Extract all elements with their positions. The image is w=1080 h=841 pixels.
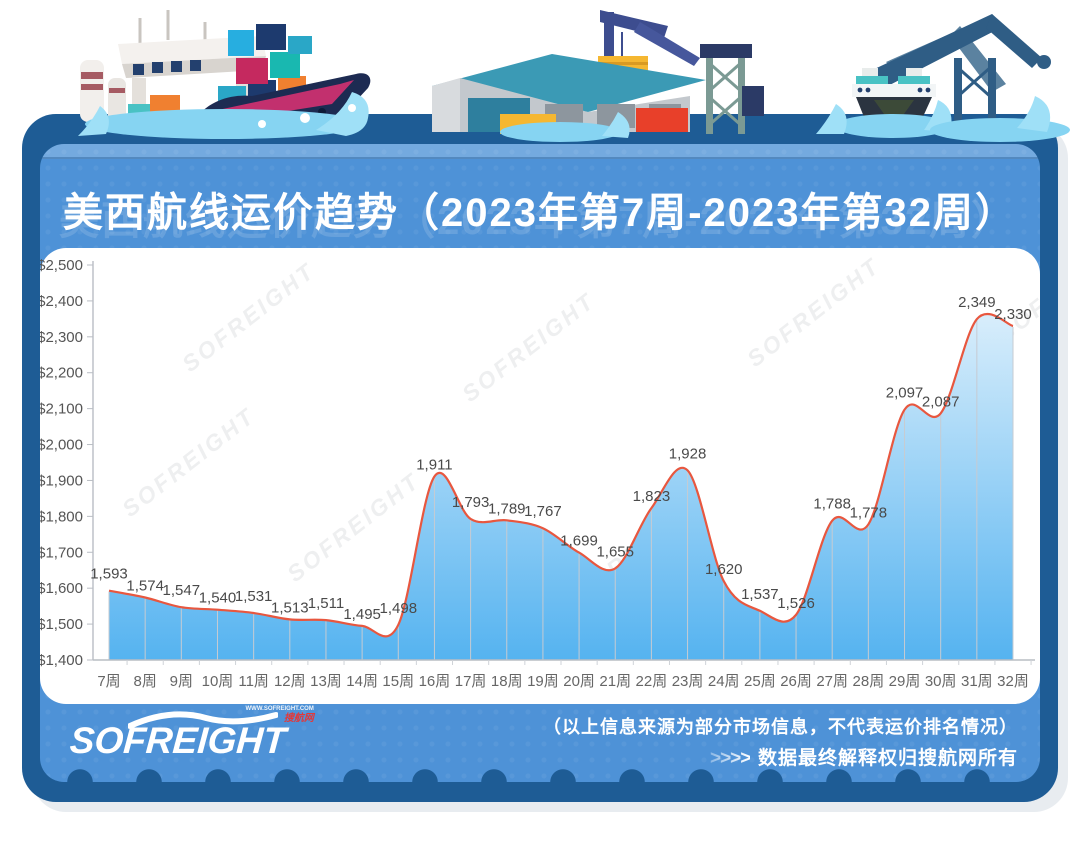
svg-text:19周: 19周 bbox=[527, 673, 559, 690]
svg-text:10周: 10周 bbox=[202, 673, 234, 690]
svg-text:1,655: 1,655 bbox=[596, 543, 634, 560]
svg-text:$2,200: $2,200 bbox=[40, 365, 83, 382]
svg-text:17周: 17周 bbox=[455, 673, 487, 690]
chart-panel: SOFREIGHT SOFREIGHT SOFREIGHT SOFREIGHT SOFR… bbox=[40, 248, 1040, 704]
svg-text:$2,100: $2,100 bbox=[40, 401, 83, 418]
page-title: 美西航线运价趋势（2023年第7周-2023年第32周） bbox=[62, 191, 1018, 235]
logo-wave-icon bbox=[128, 711, 278, 729]
svg-text:28周: 28周 bbox=[853, 673, 885, 690]
svg-text:12周: 12周 bbox=[274, 673, 306, 690]
freight-rate-chart: SOFREIGHT SOFREIGHT SOFREIGHT SOFREIGHTSOFR… bbox=[40, 248, 1040, 690]
svg-text:1,823: 1,823 bbox=[633, 488, 671, 505]
svg-text:$1,600: $1,600 bbox=[40, 580, 83, 597]
svg-text:1,513: 1,513 bbox=[271, 599, 309, 616]
logo-text: SOFREIGHT bbox=[68, 720, 288, 761]
svg-text:SOFREIGHT: SOFREIGHT bbox=[742, 252, 885, 372]
svg-text:$2,300: $2,300 bbox=[40, 329, 83, 346]
svg-text:7周: 7周 bbox=[97, 673, 120, 690]
svg-text:8周: 8周 bbox=[133, 673, 156, 690]
svg-text:1,778: 1,778 bbox=[850, 504, 888, 521]
main-card: 美西航线运价趋势（2023年第7周-2023年第32周） SOFREIGHT SO… bbox=[22, 114, 1058, 802]
svg-text:23周: 23周 bbox=[672, 673, 704, 690]
svg-text:1,788: 1,788 bbox=[813, 496, 851, 513]
harbor-illustrations bbox=[78, 10, 1070, 142]
svg-text:SOFREIGHT: SOFREIGHT bbox=[117, 402, 260, 522]
logo-tag: 搜航网 bbox=[283, 712, 314, 724]
svg-text:$2,500: $2,500 bbox=[40, 257, 83, 274]
logo-corner: WWW.SOFREIGHT.COM 搜航网 bbox=[246, 706, 314, 724]
svg-text:1,531: 1,531 bbox=[235, 588, 273, 605]
svg-text:25周: 25周 bbox=[744, 673, 776, 690]
logo-url: WWW.SOFREIGHT.COM bbox=[245, 706, 314, 712]
svg-text:1,620: 1,620 bbox=[705, 561, 743, 578]
svg-text:1,911: 1,911 bbox=[416, 457, 452, 474]
svg-text:1,526: 1,526 bbox=[777, 595, 815, 612]
svg-text:SOFREIGHT: SOFREIGHT bbox=[282, 467, 425, 587]
svg-text:31周: 31周 bbox=[961, 673, 993, 690]
scalloped-edge bbox=[46, 756, 1034, 782]
svg-text:SOFREIGHT: SOFREIGHT bbox=[457, 287, 600, 407]
svg-text:15周: 15周 bbox=[382, 673, 414, 690]
svg-text:22周: 22周 bbox=[636, 673, 668, 690]
svg-text:$1,400: $1,400 bbox=[40, 652, 83, 669]
svg-text:$1,500: $1,500 bbox=[40, 616, 83, 633]
svg-text:13周: 13周 bbox=[310, 673, 342, 690]
svg-text:1,793: 1,793 bbox=[452, 494, 490, 511]
disclaimer-line1: （以上信息来源为部分市场信息，不代表运价排名情况） bbox=[543, 717, 1018, 737]
svg-text:1,574: 1,574 bbox=[126, 578, 164, 595]
svg-text:30周: 30周 bbox=[925, 673, 957, 690]
sofreight-logo: SOFREIGHT WWW.SOFREIGHT.COM 搜航网 bbox=[68, 706, 314, 761]
svg-text:$1,700: $1,700 bbox=[40, 544, 83, 561]
warehouse-crane-illustration bbox=[432, 10, 764, 134]
svg-text:18周: 18周 bbox=[491, 673, 523, 690]
harbor-cranes-ship-illustration bbox=[852, 14, 1051, 134]
svg-text:2,349: 2,349 bbox=[958, 294, 996, 311]
svg-text:$2,400: $2,400 bbox=[40, 293, 83, 310]
svg-text:1,928: 1,928 bbox=[669, 445, 707, 462]
svg-text:1,537: 1,537 bbox=[741, 586, 779, 603]
svg-text:$1,800: $1,800 bbox=[40, 508, 83, 525]
svg-text:1,498: 1,498 bbox=[380, 600, 418, 617]
svg-text:1,767: 1,767 bbox=[524, 503, 562, 520]
svg-text:1,540: 1,540 bbox=[199, 590, 237, 607]
svg-text:9周: 9周 bbox=[170, 673, 193, 690]
svg-text:1,789: 1,789 bbox=[488, 500, 526, 517]
svg-text:27周: 27周 bbox=[816, 673, 848, 690]
wave-icon bbox=[500, 96, 1070, 142]
inner-card: 美西航线运价趋势（2023年第7周-2023年第32周） SOFREIGHT SO… bbox=[40, 144, 1040, 782]
svg-text:2,087: 2,087 bbox=[922, 393, 960, 410]
svg-text:20周: 20周 bbox=[563, 673, 595, 690]
svg-text:29周: 29周 bbox=[889, 673, 921, 690]
svg-text:2,097: 2,097 bbox=[886, 385, 924, 402]
svg-text:$1,900: $1,900 bbox=[40, 472, 83, 489]
svg-text:26周: 26周 bbox=[780, 673, 812, 690]
svg-text:2,330: 2,330 bbox=[994, 306, 1032, 323]
svg-text:1,593: 1,593 bbox=[90, 566, 128, 583]
svg-text:1,547: 1,547 bbox=[163, 582, 201, 599]
svg-text:16周: 16周 bbox=[419, 673, 451, 690]
svg-text:14周: 14周 bbox=[346, 673, 378, 690]
svg-text:1,495: 1,495 bbox=[343, 606, 381, 623]
svg-text:1,699: 1,699 bbox=[560, 533, 598, 550]
svg-text:21周: 21周 bbox=[599, 673, 631, 690]
svg-text:32周: 32周 bbox=[997, 673, 1029, 690]
wave-icon bbox=[78, 92, 369, 139]
svg-text:11周: 11周 bbox=[238, 673, 269, 690]
svg-text:1,511: 1,511 bbox=[308, 595, 344, 612]
card-top-highlight bbox=[40, 144, 1040, 159]
svg-text:SOFREIGHT: SOFREIGHT bbox=[177, 257, 320, 377]
svg-text:24周: 24周 bbox=[708, 673, 740, 690]
svg-text:$2,000: $2,000 bbox=[40, 437, 83, 454]
